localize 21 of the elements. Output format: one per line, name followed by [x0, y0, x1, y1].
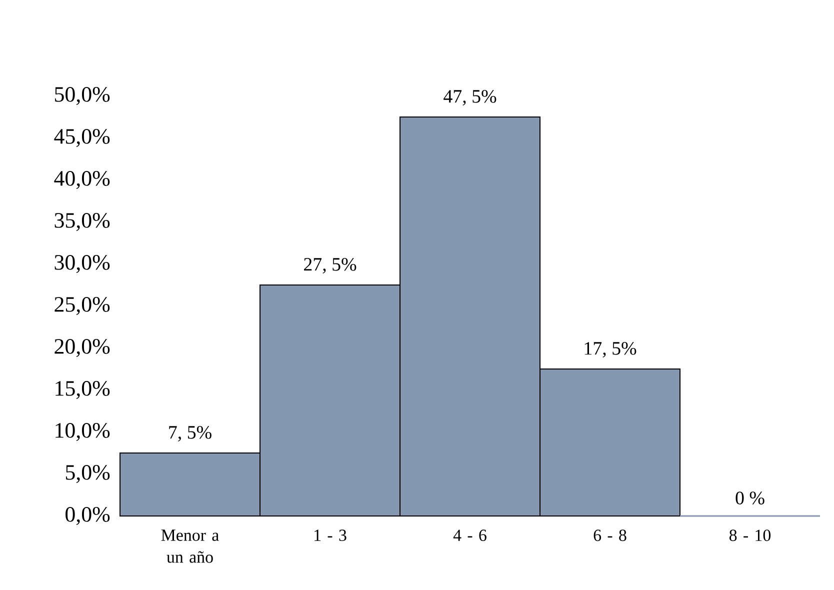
x-tick-label: Menor a un año	[161, 530, 219, 563]
data-label: 7, 5%	[169, 426, 212, 442]
data-label: 0 %	[736, 492, 764, 504]
y-tick-label: 45,0%	[54, 129, 110, 147]
x-tick-label: 8 - 10	[729, 530, 771, 542]
y-tick-label: 15,0%	[56, 381, 110, 399]
data-label: 27, 5%	[304, 258, 356, 274]
x-tick-label: 1 - 3	[314, 530, 346, 542]
y-tick-label: 20,0%	[54, 339, 110, 357]
y-tick-label: 5,0%	[66, 465, 110, 483]
x-tick-label: 6 - 8	[594, 530, 626, 542]
y-tick-label: 35,0%	[54, 213, 110, 231]
y-tick-label: 0,0%	[66, 507, 110, 525]
data-label: 17, 5%	[584, 342, 636, 358]
y-tick-label: 10,0%	[56, 423, 110, 441]
y-tick-label: 50,0%	[55, 87, 110, 105]
y-tick-label: 25,0%	[54, 297, 110, 315]
y-tick-label: 30,0%	[54, 255, 110, 273]
y-tick-label: 40,0%	[54, 171, 110, 189]
data-label: 47, 5%	[444, 90, 496, 106]
x-tick-label: 4 - 6	[453, 530, 486, 542]
